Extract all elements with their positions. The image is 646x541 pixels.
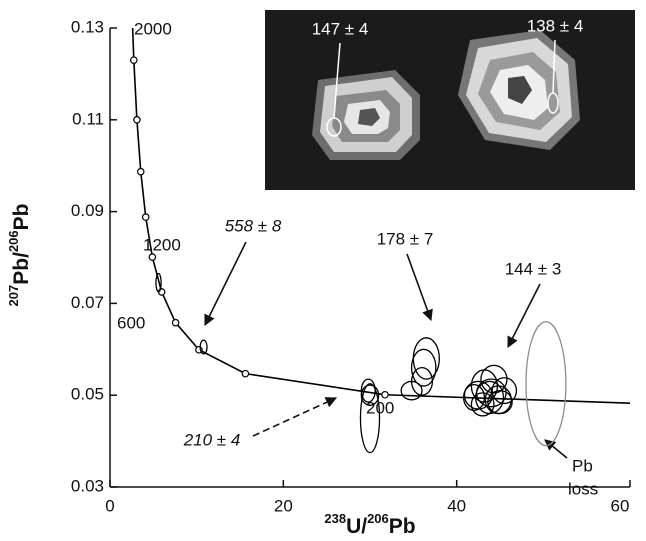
error-ellipse: [480, 364, 508, 394]
annotations: 2000 1200 600 200 558 ± 8 178 ± 7 144 ± …: [117, 19, 598, 498]
x-axis-label: 238U/206Pb: [324, 511, 415, 537]
concordia-point: [241, 369, 250, 378]
y-label-part: 207: [6, 285, 21, 307]
concordia-point: [171, 318, 180, 327]
y-label-part: Pb: [10, 204, 33, 231]
x-label-part: 206: [367, 511, 389, 526]
error-ellipse: [470, 392, 495, 417]
age-annotation: 178 ± 7: [377, 229, 434, 248]
y-tick-label: 0.13: [71, 17, 104, 36]
age-annotation: 558 ± 8: [225, 216, 282, 235]
concordia-point: [381, 390, 389, 399]
x-tick-label: 0: [105, 496, 114, 515]
concordia-point: [141, 213, 150, 221]
age-label: 2000: [134, 19, 172, 38]
arrow: [204, 241, 247, 327]
y-tick-label: 0.03: [71, 476, 104, 495]
y-tick-label: 0.09: [71, 201, 104, 220]
error-ellipse: [360, 378, 376, 403]
x-label-part: U/: [346, 515, 367, 538]
x-label-part: Pb: [389, 515, 416, 538]
x-tick-label: 60: [611, 496, 630, 515]
error-ellipse: [487, 389, 513, 415]
concordia-point: [148, 253, 157, 261]
error-ellipse: [359, 383, 381, 454]
inset-label: 138 ± 4: [527, 16, 584, 35]
y-tick-label: 0.05: [71, 385, 104, 404]
error-ellipse: [462, 383, 486, 411]
annotation: Pb: [572, 456, 593, 475]
y-tick-label: 0.07: [71, 293, 104, 312]
y-label-part: 206: [6, 230, 21, 252]
y-label-part: Pb/: [10, 252, 33, 285]
error-ellipse: [155, 272, 162, 293]
y-axis-label: 207Pb/206Pb: [6, 204, 32, 307]
annotation: loss: [568, 479, 598, 498]
x-label-part: 238: [324, 511, 346, 526]
arrow: [252, 397, 338, 437]
x-tick-label: 20: [274, 496, 293, 515]
error-ellipse: [400, 380, 423, 401]
error-ellipse: [525, 321, 567, 447]
inset-image: 147 ± 4 138 ± 4: [265, 10, 635, 190]
error-ellipse: [199, 339, 208, 355]
concordia-point: [136, 167, 145, 176]
plot-area: [130, 28, 630, 454]
inset-label: 147 ± 4: [312, 19, 369, 38]
arrow: [544, 439, 568, 459]
concordia-point: [130, 56, 138, 64]
age-label: 200: [366, 398, 394, 417]
error-ellipse: [475, 380, 505, 415]
arrow: [406, 253, 433, 322]
age-label: 600: [117, 313, 145, 332]
error-ellipse: [491, 377, 518, 405]
arrow: [507, 283, 541, 348]
x-tick-label: 40: [447, 496, 466, 515]
concordia-point: [133, 116, 141, 124]
age-annotation: 210 ± 4: [183, 430, 241, 449]
y-tick-label: 0.11: [72, 109, 104, 128]
age-label: 1200: [143, 235, 181, 254]
age-annotation: 144 ± 3: [505, 259, 562, 278]
error-ellipse: [410, 348, 437, 387]
